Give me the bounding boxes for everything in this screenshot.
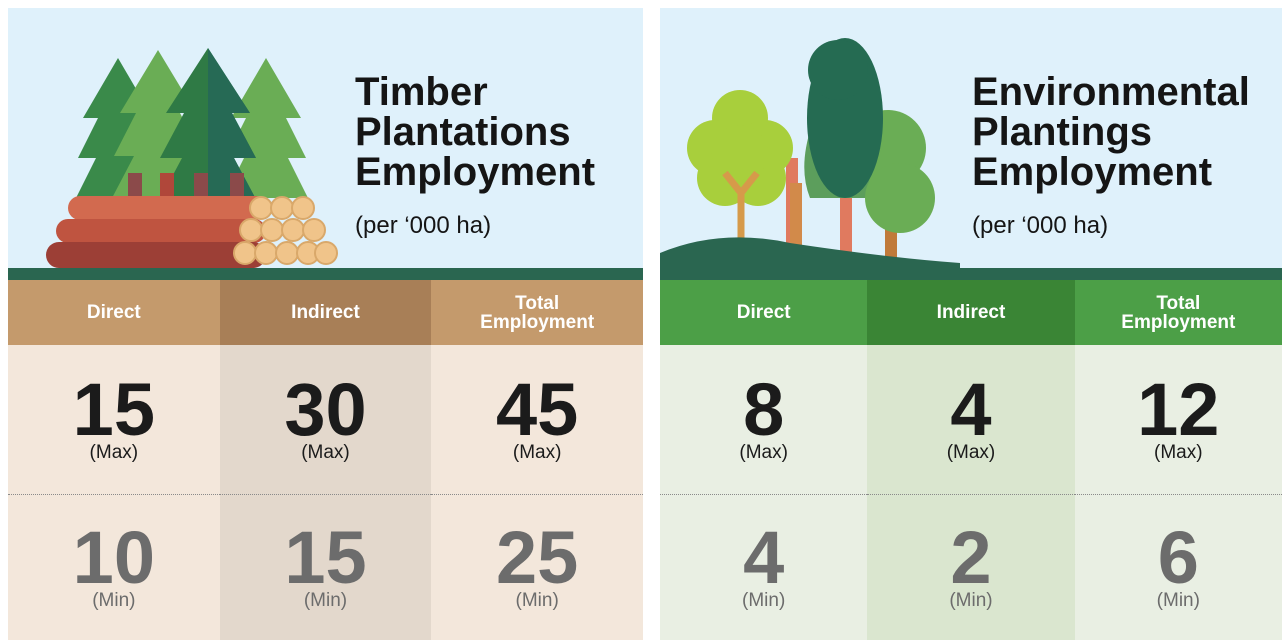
- value-label: (Max): [513, 443, 562, 463]
- value-label: (Min): [949, 591, 992, 611]
- value-label: (Max): [1154, 443, 1203, 463]
- panel-title: Environmental Plantings Employment: [972, 72, 1282, 192]
- column-header: Indirect: [220, 280, 432, 345]
- column-header: Total Employment: [1075, 280, 1282, 345]
- panel-subtitle: (per ‘000 ha): [355, 212, 491, 240]
- panel-subtitle: (per ‘000 ha): [972, 212, 1108, 240]
- timber-panel: Timber Plantations Employment (per ‘000 …: [8, 8, 643, 640]
- value: 8: [743, 377, 784, 443]
- value: 12: [1137, 377, 1219, 443]
- environmental-panel: Environmental Plantings Employment (per …: [660, 8, 1282, 640]
- value-cell: 30(Max): [220, 345, 432, 495]
- value-cell: 15(Max): [8, 345, 220, 495]
- environmental-illustration: [660, 8, 960, 280]
- value: 15: [73, 377, 155, 443]
- column-header: Direct: [660, 280, 867, 345]
- value-label: (Max): [947, 443, 996, 463]
- value-cell: 6(Min): [1075, 495, 1282, 640]
- value: 6: [1158, 525, 1199, 591]
- ground: [660, 268, 1282, 280]
- value-label: (Max): [90, 443, 139, 463]
- column-header: Indirect: [867, 280, 1074, 345]
- value-cell: 10(Min): [8, 495, 220, 640]
- value-cell: 45(Max): [431, 345, 643, 495]
- value-label: (Max): [739, 443, 788, 463]
- value-cell: 25(Min): [431, 495, 643, 640]
- value-label: (Max): [301, 443, 350, 463]
- value-label: (Min): [304, 591, 347, 611]
- value: 25: [496, 525, 578, 591]
- column-header: Direct: [8, 280, 220, 345]
- value: 45: [496, 377, 578, 443]
- value-label: (Min): [92, 591, 135, 611]
- value: 4: [743, 525, 784, 591]
- panel-title: Timber Plantations Employment: [355, 72, 643, 192]
- timber-illustration: [8, 8, 348, 280]
- ground: [8, 268, 643, 280]
- value-label: (Min): [516, 591, 559, 611]
- value: 30: [284, 377, 366, 443]
- column-header: Total Employment: [431, 280, 643, 345]
- value-cell: 12(Max): [1075, 345, 1282, 495]
- value: 4: [950, 377, 991, 443]
- value: 10: [73, 525, 155, 591]
- value-cell: 2(Min): [867, 495, 1074, 640]
- page: {"panels": [ {"title": "Timber Plantatio…: [0, 0, 1282, 640]
- value: 15: [284, 525, 366, 591]
- value-label: (Min): [742, 591, 785, 611]
- value-label: (Min): [1157, 591, 1200, 611]
- value-cell: 15(Min): [220, 495, 432, 640]
- value: 2: [950, 525, 991, 591]
- value-cell: 4(Min): [660, 495, 867, 640]
- value-cell: 4(Max): [867, 345, 1074, 495]
- value-cell: 8(Max): [660, 345, 867, 495]
